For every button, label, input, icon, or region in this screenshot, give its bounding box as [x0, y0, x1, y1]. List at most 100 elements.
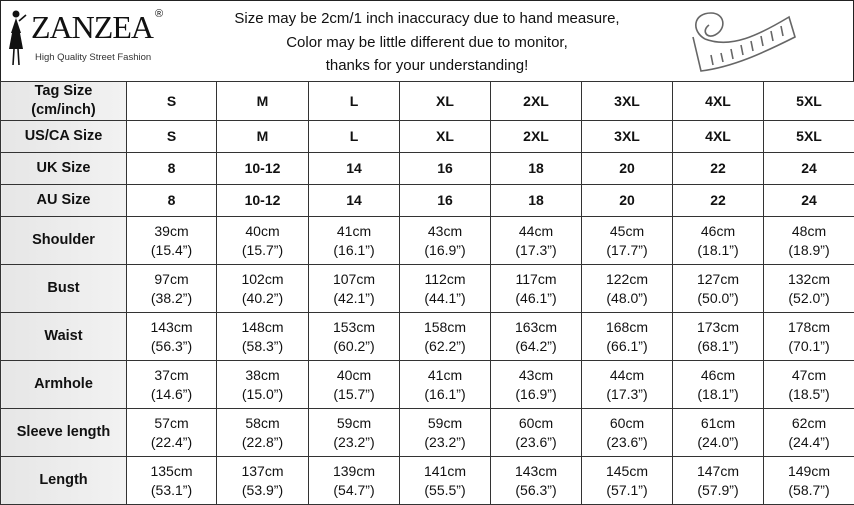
inch-value: (48.0”): [606, 289, 648, 306]
size-cell: 2XL: [490, 120, 582, 153]
inch-value: (40.2”): [241, 289, 284, 306]
cm-value: 112cm: [424, 270, 466, 287]
inch-value: (62.2”): [424, 337, 466, 354]
cm-value: 168cm: [605, 318, 649, 335]
inch-value: (53.9”): [241, 481, 284, 498]
size-cell: 16: [399, 152, 491, 185]
measurement-cell: 45cm (17.7”): [581, 216, 673, 265]
size-cell: 22: [672, 152, 764, 185]
inch-value: (66.1”): [606, 337, 648, 354]
measurement-cell: 61cm (24.0”): [672, 408, 764, 457]
cm-value: 57cm: [154, 414, 189, 431]
inch-value: (44.1”): [424, 289, 466, 306]
size-cell: 14: [308, 184, 400, 217]
cm-value: 163cm: [514, 318, 558, 335]
cm-value: 107cm: [332, 270, 376, 287]
measurement-cell: 143cm (56.3”): [490, 456, 582, 505]
cm-value: 47cm: [791, 366, 827, 383]
inch-value: (60.2”): [333, 337, 375, 354]
measurement-cell: 102cm (40.2”): [216, 264, 309, 313]
inch-value: (57.9”): [697, 481, 739, 498]
measurement-row: Shoulder 39cm (15.4”) 40cm (15.7”) 41cm (16.1”…: [0, 216, 854, 265]
measurement-cell: 153cm (60.2”): [308, 312, 400, 361]
row-label: Tag Size (cm/inch): [0, 81, 127, 121]
cm-value: 132cm: [787, 270, 831, 287]
measurement-cell: 107cm (42.1”): [308, 264, 400, 313]
measurement-row: Bust 97cm (38.2”) 102cm (40.2”) 107cm (42.1”) 1…: [0, 264, 854, 313]
inch-value: (16.9”): [515, 385, 557, 402]
inch-value: (57.1”): [606, 481, 648, 498]
cm-value: 45cm: [609, 222, 645, 239]
inch-value: (18.5”): [788, 385, 830, 402]
cm-value: 62cm: [791, 414, 827, 431]
measurement-cell: 60cm (23.6”): [490, 408, 582, 457]
cm-value: 48cm: [791, 222, 827, 239]
inch-value: (14.6”): [150, 385, 193, 402]
size-cell: L: [308, 81, 400, 121]
measurement-cell: 168cm (66.1”): [581, 312, 673, 361]
cm-value: 46cm: [700, 366, 736, 383]
cm-value: 147cm: [696, 462, 740, 479]
cm-value: 60cm: [518, 414, 554, 431]
cm-value: 148cm: [241, 318, 284, 335]
size-chart-table: Tag Size (cm/inch) S M L XL 2XL 3XL 4XL 5XL US/CA…: [0, 81, 854, 505]
inch-value: (24.4”): [788, 433, 830, 450]
measurement-cell: 37cm (14.6”): [126, 360, 217, 409]
cm-value: 117cm: [515, 270, 557, 287]
inch-value: (53.1”): [150, 481, 193, 498]
size-cell: 24: [763, 184, 854, 217]
size-row: US/CA Size S M L XL 2XL 3XL 4XL 5XL: [0, 120, 854, 153]
size-cell: 10-12: [216, 184, 309, 217]
size-cell: 22: [672, 184, 764, 217]
size-cell: 4XL: [672, 81, 764, 121]
measurement-row: Sleeve length 57cm (22.4”) 58cm (22.8”) 59cm (…: [0, 408, 854, 457]
cm-value: 145cm: [605, 462, 649, 479]
inch-value: (70.1”): [788, 337, 830, 354]
notice-line: Size may be 2cm/1 inch inaccuracy due to…: [234, 10, 620, 27]
inch-value: (22.4”): [150, 433, 193, 450]
row-label: Sleeve length: [0, 408, 127, 457]
logo-wordmark: ZANZEA: [31, 9, 154, 45]
inch-value: (56.3”): [515, 481, 557, 498]
measurement-cell: 47cm (18.5”): [763, 360, 854, 409]
row-label: Armhole: [0, 360, 127, 409]
measurement-cell: 48cm (18.9”): [763, 216, 854, 265]
measurement-cell: 143cm (56.3”): [126, 312, 217, 361]
measurement-cell: 149cm (58.7”): [763, 456, 854, 505]
inch-value: (23.6”): [606, 433, 648, 450]
measurement-cell: 46cm (18.1”): [672, 360, 764, 409]
measurement-row: Length 135cm (53.1”) 137cm (53.9”) 139cm (54.7…: [0, 456, 854, 505]
inch-value: (15.0”): [241, 385, 284, 402]
logo-tagline: High Quality Street Fashion: [35, 52, 152, 63]
measurement-cell: 139cm (54.7”): [308, 456, 400, 505]
measurement-cell: 173cm (68.1”): [672, 312, 764, 361]
cm-value: 178cm: [787, 318, 831, 335]
brand-logo: ZANZEA ® High Quality Street Fashion: [7, 7, 193, 73]
cm-value: 143cm: [514, 462, 558, 479]
cm-value: 149cm: [787, 462, 831, 479]
measurement-cell: 58cm (22.8”): [216, 408, 309, 457]
logo-text-block: ZANZEA ® High Quality Street Fashion: [31, 7, 163, 64]
inch-value: (16.9”): [424, 241, 466, 258]
inch-value: (17.3”): [606, 385, 648, 402]
measurement-cell: 59cm (23.2”): [308, 408, 400, 457]
size-row: UK Size 8 10-12 14 16 18 20 22 24: [0, 152, 854, 185]
inch-value: (15.4”): [150, 241, 193, 258]
inch-value: (50.0”): [697, 289, 739, 306]
measurement-cell: 127cm (50.0”): [672, 264, 764, 313]
measurement-cell: 145cm (57.1”): [581, 456, 673, 505]
inch-value: (64.2”): [515, 337, 557, 354]
measurement-cell: 59cm (23.2”): [399, 408, 491, 457]
size-cell: 3XL: [581, 81, 673, 121]
row-label: Shoulder: [0, 216, 127, 265]
inch-value: (23.2”): [333, 433, 375, 450]
measurement-cell: 158cm (62.2”): [399, 312, 491, 361]
measurement-cell: 43cm (16.9”): [399, 216, 491, 265]
measurement-cell: 97cm (38.2”): [126, 264, 217, 313]
measurement-notice: Size may be 2cm/1 inch inaccuracy due to…: [201, 7, 653, 78]
size-cell: XL: [399, 81, 491, 121]
measurement-cell: 39cm (15.4”): [126, 216, 217, 265]
measurement-cell: 41cm (16.1”): [399, 360, 491, 409]
size-cell: 18: [490, 152, 582, 185]
measurement-row: Waist 143cm (56.3”) 148cm (58.3”) 153cm (60.2”…: [0, 312, 854, 361]
